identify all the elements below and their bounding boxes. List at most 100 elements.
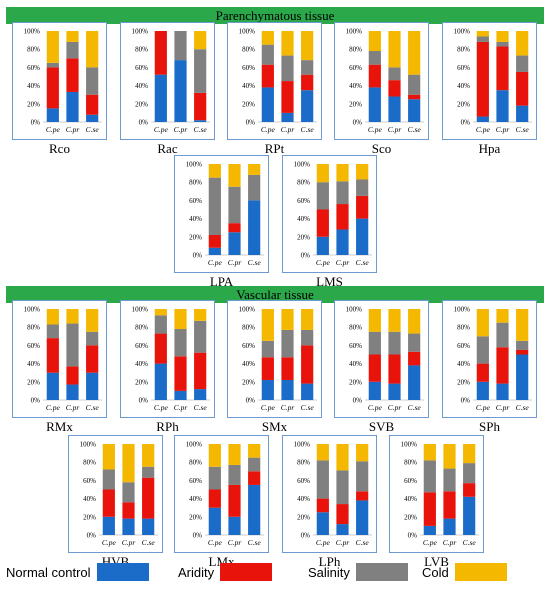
bar-segment-cold	[102, 444, 115, 470]
bar-segment-salinity	[46, 62, 59, 68]
bar-segment-normal-control	[248, 484, 261, 535]
bar-segment-salinity	[356, 179, 369, 196]
y-tick-label: 20%	[404, 513, 417, 521]
y-tick-label: 80%	[349, 324, 362, 332]
x-tick-label: C.pr	[174, 403, 188, 412]
y-tick-label: 60%	[27, 342, 40, 350]
bar-segment-normal-control	[194, 120, 207, 122]
y-tick-label: 40%	[135, 360, 148, 368]
bar-segment-cold	[476, 309, 489, 337]
bar-segment-aridity	[496, 46, 509, 91]
bar-segment-normal-control	[356, 218, 369, 255]
bar-segment-cold	[463, 444, 476, 464]
y-tick-label: 60%	[83, 477, 96, 485]
chart-panel-lph: 0% 20% 40% 60% 80% 100% C.pe C.pr C.se	[282, 435, 377, 553]
y-tick-label: 20%	[189, 233, 202, 241]
bar-segment-cold	[316, 164, 329, 183]
bar-segment-salinity	[336, 181, 349, 205]
bar-segment-normal-control	[496, 90, 509, 122]
x-tick-label: C.pr	[174, 125, 188, 134]
bar-segment-cold	[248, 444, 261, 458]
bar-segment-salinity	[248, 174, 261, 201]
bar-segment-cold	[154, 309, 167, 316]
bar-segment-aridity	[248, 471, 261, 485]
bar-segment-cold	[46, 309, 59, 325]
bar-segment-salinity	[228, 186, 241, 224]
stacked-bar-chart: 0% 20% 40% 60% 80% 100% C.pe C.pr C.se	[186, 161, 264, 267]
y-tick-label: 80%	[404, 459, 417, 467]
y-tick-label: 100%	[132, 28, 149, 36]
bar-segment-normal-control	[261, 379, 274, 400]
x-tick-label: C.se	[248, 258, 262, 267]
y-tick-label: 40%	[404, 495, 417, 503]
y-tick-label: 20%	[457, 378, 470, 386]
y-tick-label: 20%	[83, 513, 96, 521]
y-tick-label: 100%	[24, 28, 41, 36]
bar-segment-normal-control	[316, 512, 329, 535]
chart-title: RMx	[46, 419, 73, 434]
y-tick-label: 80%	[135, 46, 148, 54]
x-tick-label: C.se	[516, 125, 530, 134]
y-tick-label: 100%	[239, 28, 256, 36]
chart-title: Rac	[157, 141, 178, 156]
x-tick-label: C.pe	[154, 403, 169, 412]
y-tick-label: 80%	[135, 324, 148, 332]
bar-segment-cold	[228, 444, 241, 465]
bar-segment-salinity	[281, 55, 294, 82]
bar-segment-salinity	[281, 329, 294, 358]
bar-segment-aridity	[86, 94, 99, 115]
y-tick-label: 100%	[346, 306, 363, 314]
legend-item-aridity: Aridity	[178, 563, 273, 581]
section-banner-parenchymatous: Parenchymatous tissue	[6, 7, 544, 24]
x-tick-label: C.pe	[476, 125, 491, 134]
bar-segment-salinity	[142, 466, 155, 478]
legend-item-salinity: Salinity	[308, 563, 408, 581]
y-tick-label: 0%	[353, 397, 363, 405]
bar-segment-normal-control	[388, 96, 401, 122]
chart-title: Rco	[49, 141, 70, 156]
bar-segment-normal-control	[66, 384, 79, 400]
x-tick-label: C.pe	[154, 125, 169, 134]
bar-segment-aridity	[194, 352, 207, 390]
bar-segment-salinity	[174, 329, 187, 357]
stacked-bar-chart: 0% 20% 40% 60% 80% 100% C.pe C.pr C.se	[186, 441, 264, 547]
y-tick-label: 0%	[408, 532, 418, 540]
legend-item-cold: Cold	[422, 563, 507, 581]
y-tick-label: 60%	[404, 477, 417, 485]
chart-title: SMx	[261, 419, 288, 434]
chart-panel-rmx: 0% 20% 40% 60% 80% 100% C.pe C.pr C.se	[12, 300, 107, 418]
y-tick-label: 20%	[242, 378, 255, 386]
y-tick-label: 60%	[189, 477, 202, 485]
bar-segment-salinity	[208, 177, 221, 235]
x-tick-label: C.se	[301, 125, 315, 134]
chart-title: LMS	[316, 274, 343, 289]
legend-swatch-salinity	[355, 563, 408, 581]
bar-segment-normal-control	[423, 525, 436, 535]
y-tick-label: 100%	[346, 28, 363, 36]
x-tick-label: C.pr	[388, 125, 402, 134]
y-tick-label: 40%	[242, 82, 255, 90]
bar-segment-salinity	[248, 457, 261, 472]
chart-panel-lmx: 0% 20% 40% 60% 80% 100% C.pe C.pr C.se	[174, 435, 269, 553]
y-tick-label: 60%	[27, 64, 40, 72]
y-tick-label: 100%	[80, 441, 97, 449]
x-tick-label: C.pr	[228, 258, 242, 267]
y-tick-label: 20%	[297, 233, 310, 241]
y-tick-label: 0%	[246, 397, 256, 405]
bar-segment-normal-control	[496, 383, 509, 400]
bar-segment-normal-control	[174, 390, 187, 400]
y-tick-label: 20%	[349, 378, 362, 386]
y-tick-label: 60%	[457, 342, 470, 350]
x-tick-label: C.se	[142, 538, 156, 547]
bar-segment-salinity	[46, 324, 59, 339]
bar-segment-normal-control	[142, 518, 155, 535]
chart-panel-hvb: 0% 20% 40% 60% 80% 100% C.pe C.pr C.se	[68, 435, 163, 553]
stacked-bar-chart: 0% 20% 40% 60% 80% 100% C.pe C.pr C.se	[24, 306, 102, 412]
bar-segment-cold	[281, 31, 294, 56]
bar-segment-cold	[86, 309, 99, 332]
bar-segment-normal-control	[86, 372, 99, 400]
y-tick-label: 40%	[457, 82, 470, 90]
bar-segment-normal-control	[261, 87, 274, 122]
bar-segment-normal-control	[194, 389, 207, 400]
y-tick-label: 100%	[454, 28, 471, 36]
